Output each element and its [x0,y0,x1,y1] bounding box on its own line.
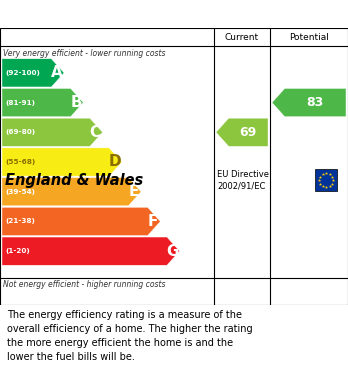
Text: Energy Efficiency Rating: Energy Efficiency Rating [9,7,229,22]
Polygon shape [2,59,64,87]
Text: (92-100): (92-100) [5,70,40,76]
Text: 69: 69 [240,126,257,139]
Text: A: A [51,65,63,81]
Polygon shape [2,178,141,206]
Text: D: D [108,154,121,170]
Polygon shape [2,148,122,176]
Text: 83: 83 [307,96,324,109]
Polygon shape [2,118,103,146]
Polygon shape [2,237,180,265]
Text: Potential: Potential [289,32,329,41]
Text: Not energy efficient - higher running costs: Not energy efficient - higher running co… [3,280,166,289]
Text: E: E [128,184,139,199]
Text: Very energy efficient - lower running costs: Very energy efficient - lower running co… [3,49,166,58]
Text: (1-20): (1-20) [5,248,30,254]
Text: The energy efficiency rating is a measure of the
overall efficiency of a home. T: The energy efficiency rating is a measur… [7,310,253,362]
Text: (39-54): (39-54) [5,189,35,195]
Text: England & Wales: England & Wales [5,174,143,188]
Text: EU Directive
2002/91/EC: EU Directive 2002/91/EC [217,170,269,190]
Bar [315,169,337,191]
Text: (81-91): (81-91) [5,100,35,106]
Polygon shape [216,118,268,146]
Text: Current: Current [225,32,259,41]
Text: G: G [166,244,179,258]
Text: (55-68): (55-68) [5,159,35,165]
Text: F: F [148,214,158,229]
Text: B: B [70,95,82,110]
Text: C: C [90,125,101,140]
Text: (21-38): (21-38) [5,219,35,224]
Polygon shape [2,88,83,117]
Polygon shape [272,88,346,117]
Text: (69-80): (69-80) [5,129,35,135]
Polygon shape [2,207,160,235]
